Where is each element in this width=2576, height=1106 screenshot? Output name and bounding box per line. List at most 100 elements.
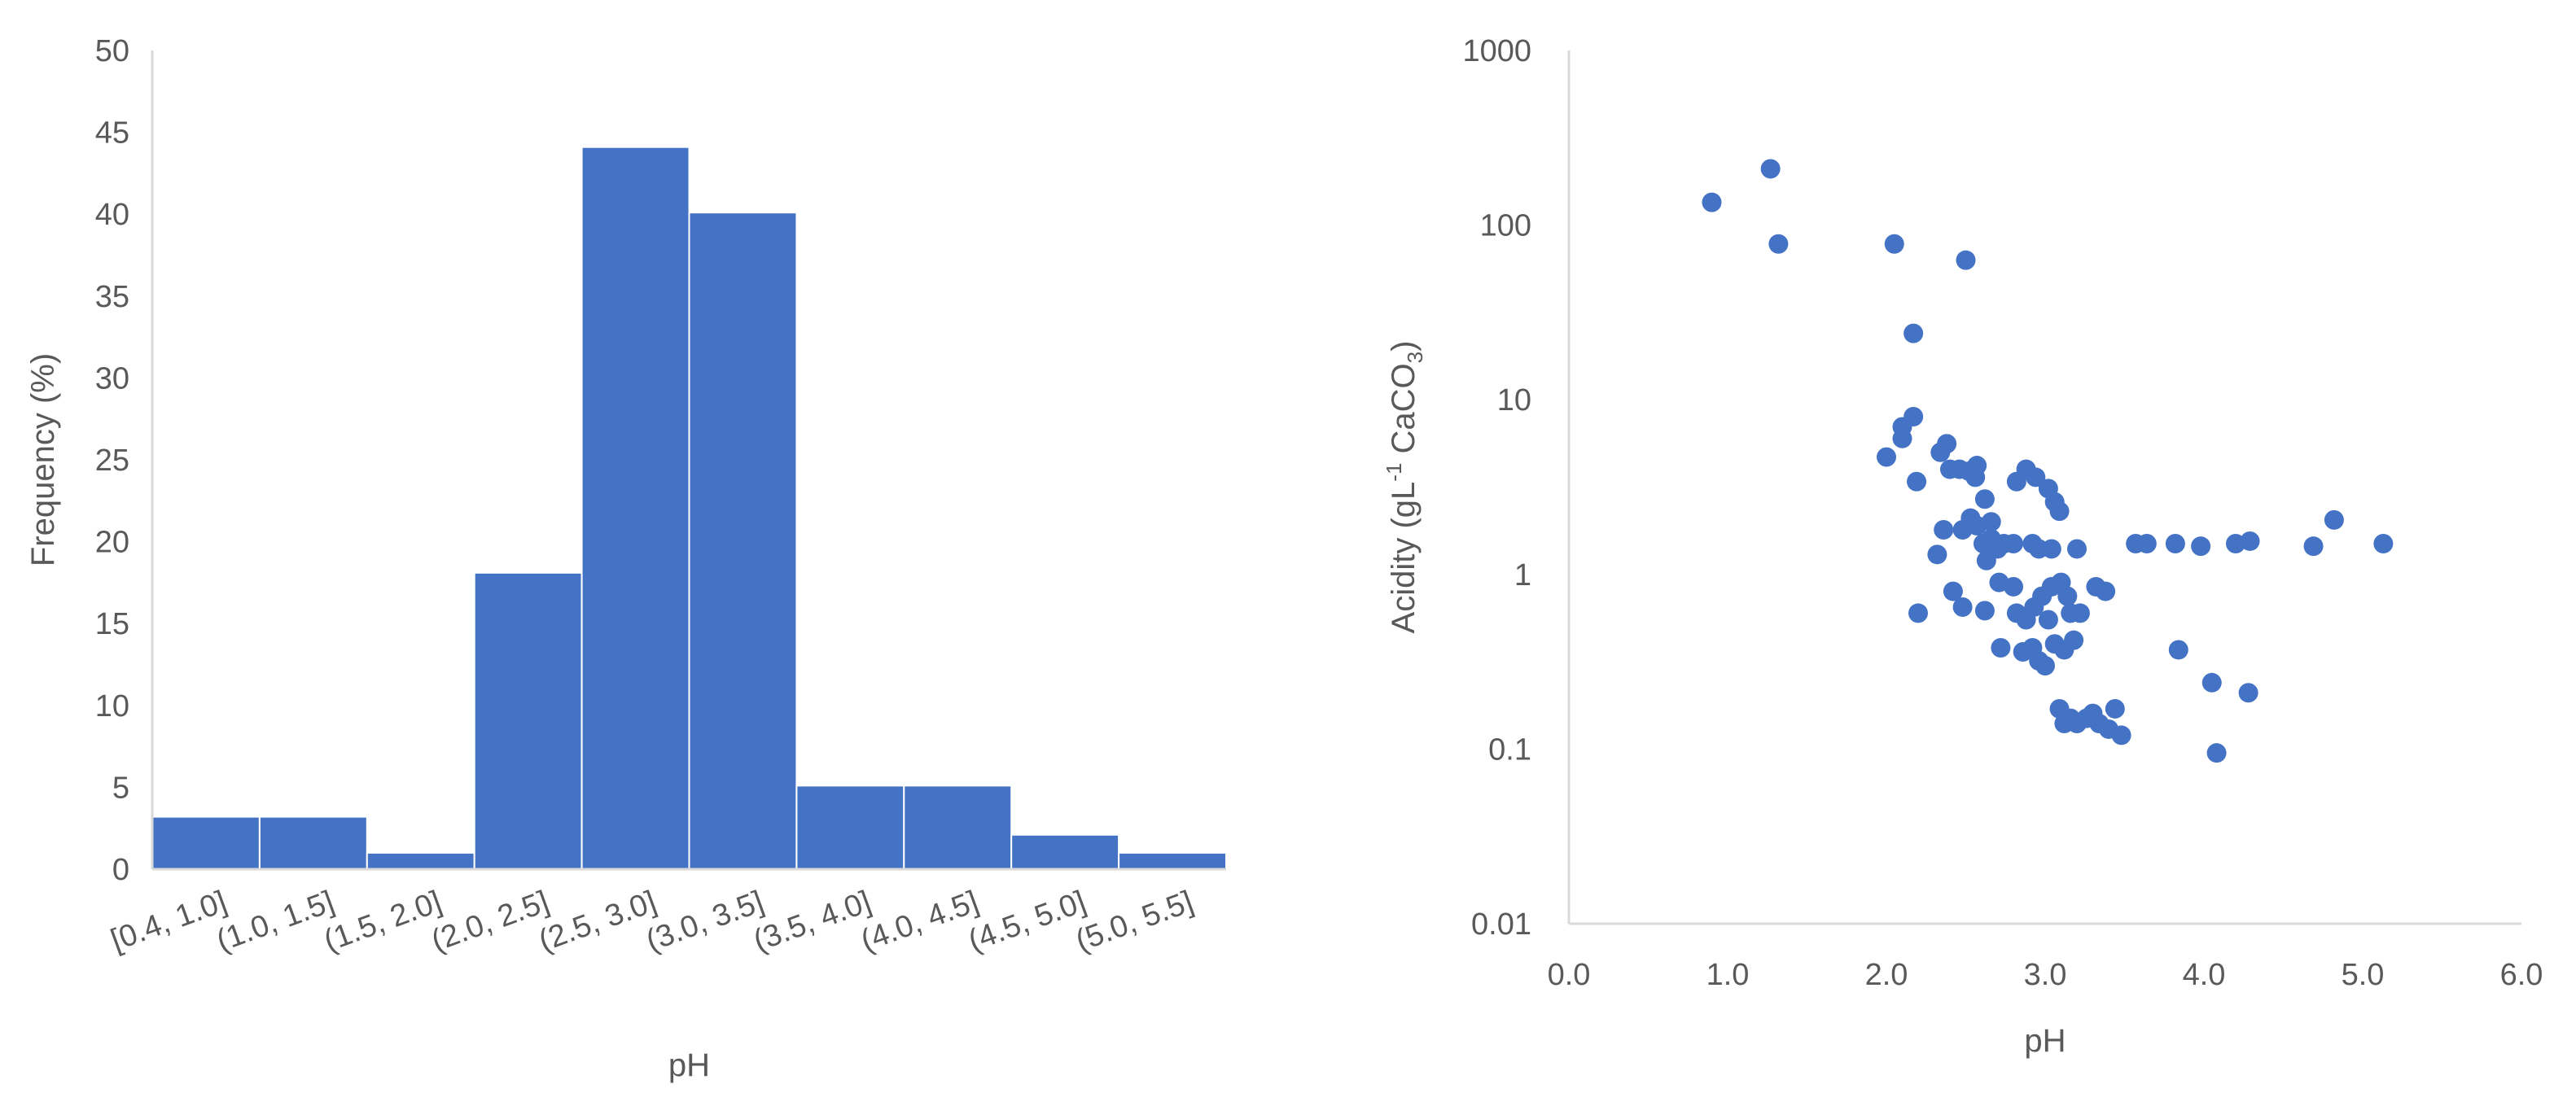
scatter-x-tick-label: 1.0 — [1706, 958, 1750, 992]
scatter-x-tick-label: 3.0 — [2024, 958, 2067, 992]
histogram-y-tick-label: 50 — [95, 34, 129, 68]
histogram-x-tick-label: (1.0, 1.5] — [212, 885, 339, 959]
histogram-bar — [688, 212, 798, 870]
scatter-point — [2303, 536, 2324, 557]
scatter-point — [1991, 637, 2011, 658]
scatter-y-tick-labels: 0.01 0.1 1 10 100 1000 — [1462, 34, 1531, 942]
histogram-y-tick-label: 20 — [95, 526, 129, 560]
histogram-x-tick-label: [0.4, 1.0] — [107, 885, 231, 958]
scatter-point — [2168, 640, 2188, 660]
scatter-x-tick-label: 5.0 — [2342, 958, 2385, 992]
scatter-x-tick-label: 6.0 — [2500, 958, 2543, 992]
scatter-x-axis-label: pH — [2024, 1023, 2066, 1059]
scatter-point — [2105, 698, 2125, 719]
scatter-point — [2064, 630, 2084, 650]
scatter-y-label-part: ) — [1386, 341, 1422, 352]
scatter-point — [1908, 603, 1928, 623]
scatter-x-tick-labels: 0.0 1.0 2.0 3.0 4.0 5.0 6.0 — [1548, 958, 2543, 992]
scatter-y-tick-label: 100 — [1480, 209, 1531, 243]
scatter-point — [1877, 447, 1896, 467]
histogram-y-tick-labels: 0 5 10 15 20 25 30 35 40 45 50 — [95, 34, 129, 887]
scatter-point — [2165, 534, 2185, 554]
scatter-point — [1907, 471, 1927, 492]
scatter-point — [1974, 601, 1995, 621]
scatter-point — [1934, 520, 1954, 540]
histogram-x-tick-label: (3.5, 4.0] — [749, 885, 875, 959]
histogram-x-tick-label: (2.5, 3.0] — [534, 885, 660, 959]
scatter-point — [2240, 531, 2260, 551]
scatter-point — [1702, 192, 1722, 212]
scatter-y-label-subscript: 3 — [1403, 352, 1427, 363]
scatter-point — [2373, 534, 2394, 554]
histogram-x-tick-label: (4.5, 5.0] — [964, 885, 1090, 959]
scatter-y-tick-label: 0.1 — [1488, 732, 1531, 767]
scatter-point — [2206, 743, 2227, 763]
histogram-x-tick-label: (4.0, 4.5] — [856, 885, 983, 959]
scatter-point — [1965, 467, 1986, 487]
histogram-x-tick-labels: [0.4, 1.0](1.0, 1.5](1.5, 2.0](2.0, 2.5]… — [107, 885, 1198, 959]
histogram-bar — [473, 571, 583, 870]
scatter-y-tick-label: 1000 — [1462, 34, 1531, 68]
scatter-point — [1956, 250, 1976, 270]
scatter-point — [2049, 501, 2070, 522]
scatter-point — [1974, 489, 1995, 509]
histogram-y-tick-label: 5 — [112, 771, 129, 805]
scatter-point — [1927, 544, 1947, 565]
histogram-y-tick-label: 40 — [95, 198, 129, 232]
scatter-x-tick-label: 4.0 — [2183, 958, 2226, 992]
histogram-y-tick-label: 0 — [112, 853, 129, 887]
scatter-point — [2191, 536, 2211, 557]
scatter-point — [2038, 610, 2058, 630]
histogram-bar — [366, 851, 475, 871]
scatter-point — [2067, 539, 2087, 559]
histogram-y-tick-label: 45 — [95, 116, 129, 151]
scatter-y-label-part: CaCO — [1386, 363, 1422, 462]
scatter-y-label-superscript: -1 — [1382, 463, 1406, 482]
scatter-point — [1967, 515, 1987, 536]
histogram-y-tick-label: 35 — [95, 280, 129, 314]
histogram-bars — [151, 146, 1227, 871]
scatter-point — [1952, 597, 1973, 617]
scatter-point — [1943, 581, 1963, 601]
scatter-point — [2096, 581, 2116, 601]
scatter-x-tick-label: 0.0 — [1548, 958, 1591, 992]
scatter-point — [2136, 534, 2157, 554]
scatter-point — [2238, 683, 2258, 703]
scatter-point — [2004, 576, 2023, 597]
histogram-y-tick-label: 25 — [95, 444, 129, 478]
scatter-points — [1702, 159, 2394, 763]
histogram-bar — [1118, 851, 1227, 871]
scatter-point — [1884, 234, 1904, 254]
scatter-y-label-part: Acidity (gL — [1386, 482, 1422, 634]
scatter-point — [2026, 467, 2046, 487]
histogram-bar — [258, 815, 368, 871]
histogram-y-axis-label: Frequency (%) — [25, 353, 61, 566]
histogram-bar — [151, 815, 261, 871]
scatter-point — [2111, 725, 2131, 745]
scatter-y-tick-label: 1 — [1514, 558, 1531, 592]
scatter-point — [2004, 534, 2023, 554]
histogram-y-tick-label: 15 — [95, 607, 129, 641]
scatter-y-tick-label: 10 — [1497, 383, 1531, 417]
scatter-point — [2201, 672, 2222, 693]
scatter-point — [1768, 234, 1789, 254]
scatter-point — [2041, 539, 2061, 559]
histogram-x-axis-label: pH — [668, 1047, 710, 1083]
scatter-point — [1937, 434, 1957, 454]
scatter-y-axis-label: Acidity (gL-1 CaCO3) — [1382, 341, 1427, 634]
scatter-point — [1760, 159, 1781, 179]
histogram-y-tick-label: 10 — [95, 689, 129, 723]
scatter-x-tick-label: 2.0 — [1865, 958, 1908, 992]
histogram-bar — [580, 146, 690, 870]
scatter-point — [1904, 406, 1924, 426]
scatter-point — [1904, 323, 1924, 343]
histogram-x-tick-label: (2.0, 2.5] — [427, 885, 553, 959]
histogram-bar — [795, 785, 905, 870]
histogram-x-tick-label: (5.0, 5.5] — [1071, 885, 1198, 959]
histogram-x-tick-label: (1.5, 2.0] — [320, 885, 446, 959]
histogram-bar — [903, 785, 1013, 870]
scatter-point — [2324, 509, 2344, 530]
histogram-bar — [1010, 833, 1120, 871]
